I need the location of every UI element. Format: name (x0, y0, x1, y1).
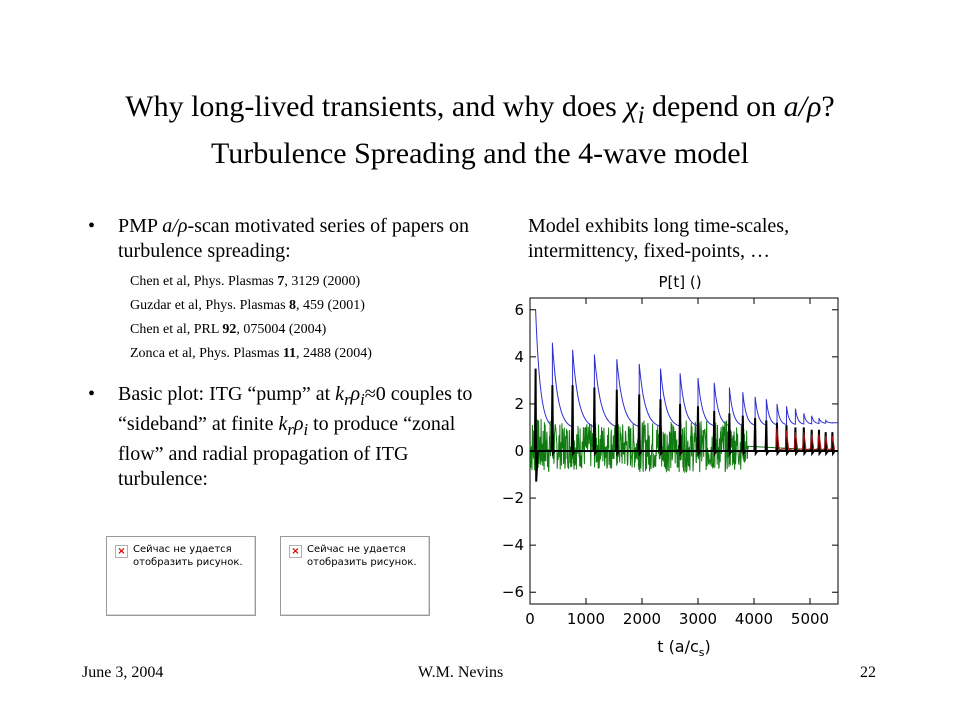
reference-item: Chen et al, PRL 92, 075004 (2004) (130, 322, 327, 337)
series-red-line (775, 428, 836, 451)
y-tick-label: −4 (502, 536, 524, 554)
series-blue-line (535, 309, 838, 428)
y-tick-label: 6 (514, 301, 524, 319)
x-tick-label: 0 (525, 610, 535, 628)
y-tick-label: 0 (514, 442, 524, 460)
y-tick-label: 2 (514, 395, 524, 413)
bullet-basic-plot: • Basic plot: ITG “pump” at krρi≈0 coupl… (88, 383, 473, 490)
footer-page-number: 22 (860, 664, 876, 681)
series-black-line (530, 368, 838, 482)
x-tick-label: 3000 (679, 610, 717, 628)
y-tick-label: −2 (502, 489, 524, 507)
chart-title: P[t] () (658, 273, 701, 291)
bullet-pmp-scan: • PMP a/ρ-scan motivated series of paper… (88, 215, 470, 262)
broken-image-icon: × (289, 545, 302, 558)
x-tick-label: 5000 (791, 610, 829, 628)
title-line-2: Turbulence Spreading and the 4-wave mode… (211, 137, 749, 170)
broken-image-placeholder: × Сейчас не удается отобразить рисунок. (106, 536, 256, 616)
series-green-line (529, 418, 838, 474)
y-tick-label: 4 (514, 348, 524, 366)
slide-title: Why long-lived transients, and why does … (0, 88, 960, 173)
footer-date: June 3, 2004 (82, 664, 164, 681)
left-bullets: • PMP a/ρ-scan motivated series of paper… (88, 214, 488, 492)
time-series-chart: P[t] () 0 1000 2000 3000 4000 5000−6−4−20246 … (502, 273, 839, 659)
x-axis-label: t (a/cs) (657, 637, 711, 659)
x-tick-label: 2000 (623, 610, 661, 628)
y-tick-label: −6 (502, 583, 524, 601)
x-tick-label: 4000 (735, 610, 773, 628)
reference-item: Guzdar et al, Phys. Plasmas 8, 459 (2001… (130, 298, 365, 313)
broken-image-placeholder: × Сейчас не удается отобразить рисунок. (280, 536, 430, 616)
series-layer (529, 309, 838, 482)
reference-item: Chen et al, Phys. Plasmas 7, 3129 (2000) (130, 274, 361, 289)
reference-item: Zonca et al, Phys. Plasmas 11, 2488 (200… (130, 346, 372, 361)
footer-author: W.M. Nevins (418, 664, 504, 681)
model-description: Model exhibits long time-scales, intermi… (528, 215, 790, 262)
ticks-layer: 0 1000 2000 3000 4000 5000 −6 −4 −2 0 2 4 6 (502, 298, 838, 628)
broken-image-icon: × (115, 545, 128, 558)
reference-list: Chen et al, Phys. Plasmas 7, 3129 (2000)… (130, 270, 488, 366)
x-tick-label: 1000 (567, 610, 605, 628)
title-line-1: Why long-lived transients, and why does … (125, 90, 835, 129)
